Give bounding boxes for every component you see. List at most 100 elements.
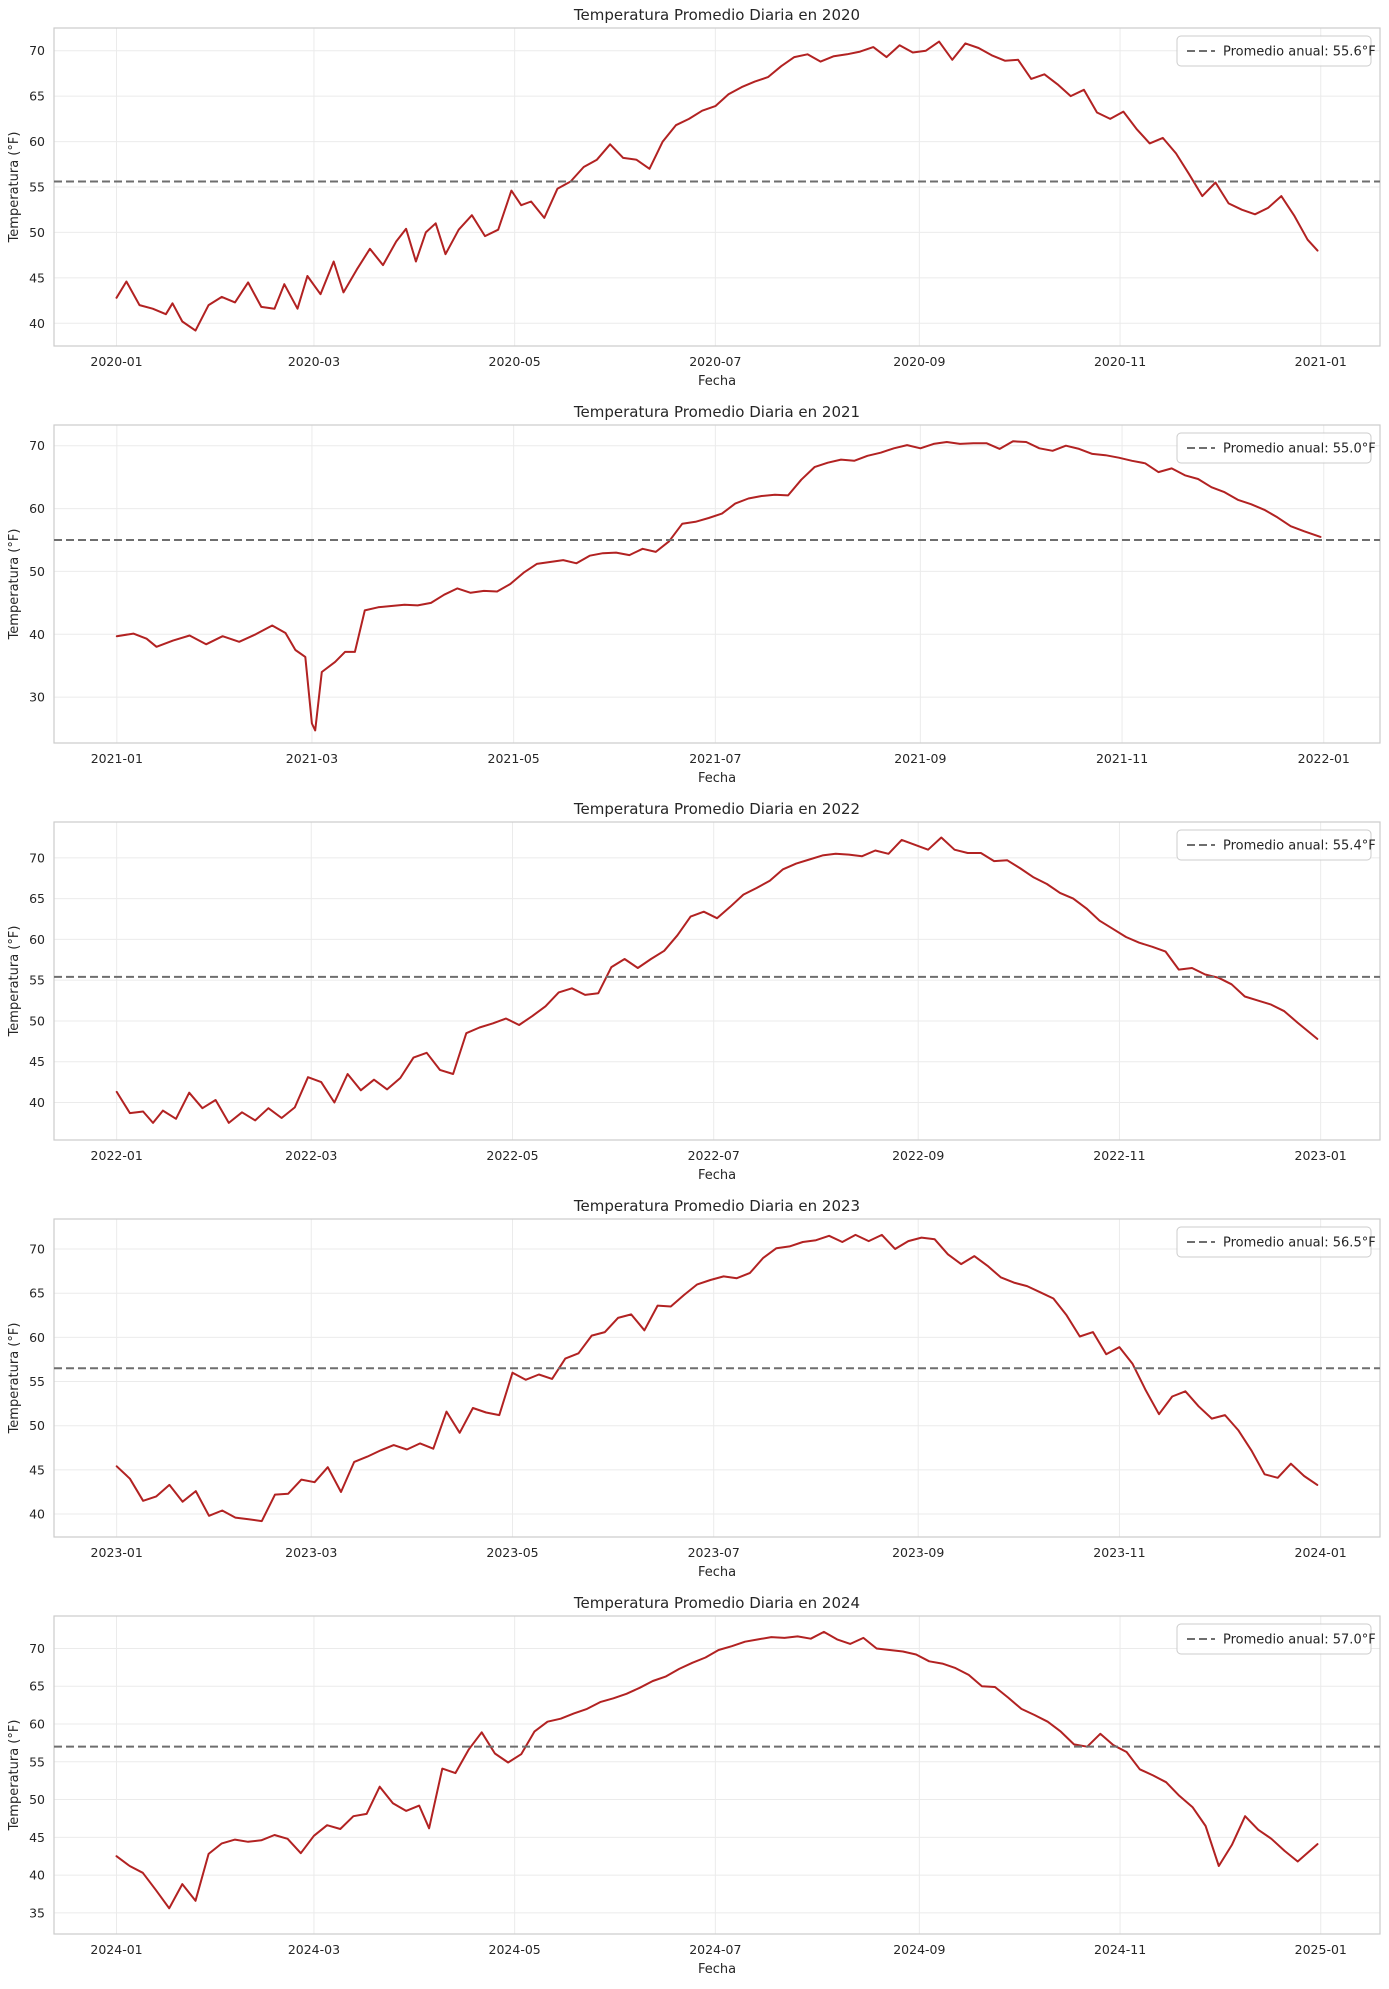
x-tick-label: 2020-09 — [893, 354, 945, 369]
chart-title: Temperatura Promedio Diaria en 2022 — [573, 800, 860, 818]
y-tick-label: 30 — [29, 690, 45, 705]
x-tick-label: 2024-07 — [689, 1942, 741, 1957]
x-tick-label: 2023-05 — [486, 1545, 538, 1560]
legend-box — [1176, 35, 1372, 67]
plot-frame — [53, 27, 1381, 347]
x-tick-label: 2020-07 — [689, 354, 741, 369]
x-tick-label: 2022-11 — [1093, 1148, 1145, 1163]
y-tick-label: 55 — [29, 180, 45, 195]
y-tick-label: 35 — [29, 1905, 45, 1920]
x-tick-label: 2023-11 — [1093, 1545, 1145, 1560]
x-tick-label: 2023-01 — [1295, 1148, 1347, 1163]
x-tick-label: 2024-11 — [1094, 1942, 1146, 1957]
y-tick-label: 65 — [29, 1679, 45, 1694]
legend-label: Promedio anual: 57.0°F — [1223, 1633, 1376, 1648]
x-tick-label: 2024-09 — [893, 1942, 945, 1957]
x-tick-label: 2020-03 — [288, 354, 340, 369]
plot-frame — [53, 424, 1381, 744]
x-tick-label: 2023-09 — [892, 1545, 944, 1560]
y-tick-label: 55 — [29, 1754, 45, 1769]
y-tick-label: 45 — [29, 270, 45, 285]
x-axis-label: Fecha — [698, 771, 736, 786]
plot-frame — [53, 821, 1381, 1141]
legend-box — [1176, 829, 1372, 861]
chart-2021: 30 40 50 60 70 2021-01 2021-03 2021-05 2021-07 20… — [7, 403, 1381, 786]
x-tick-label: 2020-11 — [1094, 354, 1146, 369]
x-tick-label: 2021-03 — [286, 751, 338, 766]
x-axis-label: Fecha — [698, 1565, 736, 1580]
y-axis-label: Temperatura (°F) — [7, 1323, 22, 1435]
y-tick-label: 65 — [29, 1286, 45, 1301]
x-tick-label: 2024-03 — [288, 1942, 340, 1957]
legend-label: Promedio anual: 55.4°F — [1223, 839, 1376, 854]
plot-area — [54, 1219, 1380, 1537]
y-tick-label: 60 — [29, 932, 45, 947]
y-tick-label: 40 — [29, 1095, 45, 1110]
chart-2022: 40 45 50 55 60 65 70 2022-01 2022-03 2022-05 2022-… — [7, 800, 1381, 1183]
x-tick-label: 2020-05 — [489, 354, 541, 369]
legend-label: Promedio anual: 55.6°F — [1223, 45, 1376, 60]
y-tick-label: 65 — [29, 891, 45, 906]
plot-frame — [53, 1218, 1381, 1538]
y-tick-label: 70 — [29, 1242, 45, 1257]
x-tick-label: 2023-01 — [91, 1545, 143, 1560]
x-tick-label: 2020-01 — [90, 354, 142, 369]
y-tick-label: 50 — [29, 1418, 45, 1433]
legend-box — [1176, 432, 1372, 464]
x-tick-label: 2022-07 — [688, 1148, 740, 1163]
plot-area — [54, 822, 1380, 1140]
plot-frame — [53, 1615, 1381, 1935]
x-tick-label: 2021-05 — [488, 751, 540, 766]
chart-title: Temperatura Promedio Diaria en 2021 — [573, 403, 860, 421]
chart-2024: 35 40 45 50 55 60 65 70 2024-01 2024-03 2024-05 202… — [7, 1594, 1381, 1977]
y-tick-label: 50 — [29, 564, 45, 579]
y-tick-label: 40 — [29, 1507, 45, 1522]
y-tick-label: 60 — [29, 1330, 45, 1345]
y-tick-label: 40 — [29, 316, 45, 331]
plot-area — [54, 425, 1380, 743]
y-axis-label: Temperatura (°F) — [7, 529, 22, 641]
x-axis-label: Fecha — [698, 1962, 736, 1977]
x-tick-label: 2021-07 — [689, 751, 741, 766]
y-tick-label: 50 — [29, 1013, 45, 1028]
x-tick-label: 2022-01 — [1298, 751, 1350, 766]
y-tick-label: 55 — [29, 973, 45, 988]
chart-title: Temperatura Promedio Diaria en 2020 — [573, 6, 860, 24]
y-tick-label: 65 — [29, 89, 45, 104]
x-tick-label: 2022-03 — [285, 1148, 337, 1163]
temperature-line — [115, 1233, 1319, 1523]
plot-area — [54, 1616, 1380, 1934]
x-tick-label: 2022-01 — [91, 1148, 143, 1163]
legend-box — [1176, 1623, 1372, 1655]
y-tick-label: 70 — [29, 43, 45, 58]
chart-2020: 40 45 50 55 60 65 70 2020-01 2020-03 2020-05 2020-… — [7, 6, 1381, 389]
y-tick-label: 60 — [29, 501, 45, 516]
chart-title: Temperatura Promedio Diaria en 2024 — [573, 1594, 860, 1612]
y-tick-label: 45 — [29, 1054, 45, 1069]
y-tick-label: 60 — [29, 1717, 45, 1732]
y-tick-label: 40 — [29, 1868, 45, 1883]
y-tick-label: 55 — [29, 1374, 45, 1389]
y-tick-label: 70 — [29, 850, 45, 865]
legend-box — [1176, 1226, 1372, 1258]
chart-2023: 40 45 50 55 60 65 70 2023-01 2023-03 2023-05 2023-… — [7, 1197, 1381, 1580]
y-axis-label: Temperatura (°F) — [7, 926, 22, 1038]
legend-label: Promedio anual: 56.5°F — [1223, 1236, 1376, 1251]
y-tick-label: 40 — [29, 627, 45, 642]
x-tick-label: 2024-01 — [1295, 1545, 1347, 1560]
y-tick-label: 45 — [29, 1462, 45, 1477]
x-axis-label: Fecha — [698, 374, 736, 389]
x-tick-label: 2021-01 — [1295, 354, 1347, 369]
temperature-line — [115, 40, 1319, 332]
y-axis-label: Temperatura (°F) — [7, 132, 22, 244]
x-tick-label: 2021-09 — [894, 751, 946, 766]
x-tick-label: 2021-11 — [1096, 751, 1148, 766]
x-tick-label: 2022-09 — [892, 1148, 944, 1163]
y-axis-label: Temperatura (°F) — [7, 1720, 22, 1832]
x-tick-label: 2024-05 — [489, 1942, 541, 1957]
x-tick-label: 2021-01 — [91, 751, 143, 766]
x-tick-label: 2024-01 — [90, 1942, 142, 1957]
x-tick-label: 2025-01 — [1295, 1942, 1347, 1957]
x-tick-label: 2023-03 — [285, 1545, 337, 1560]
